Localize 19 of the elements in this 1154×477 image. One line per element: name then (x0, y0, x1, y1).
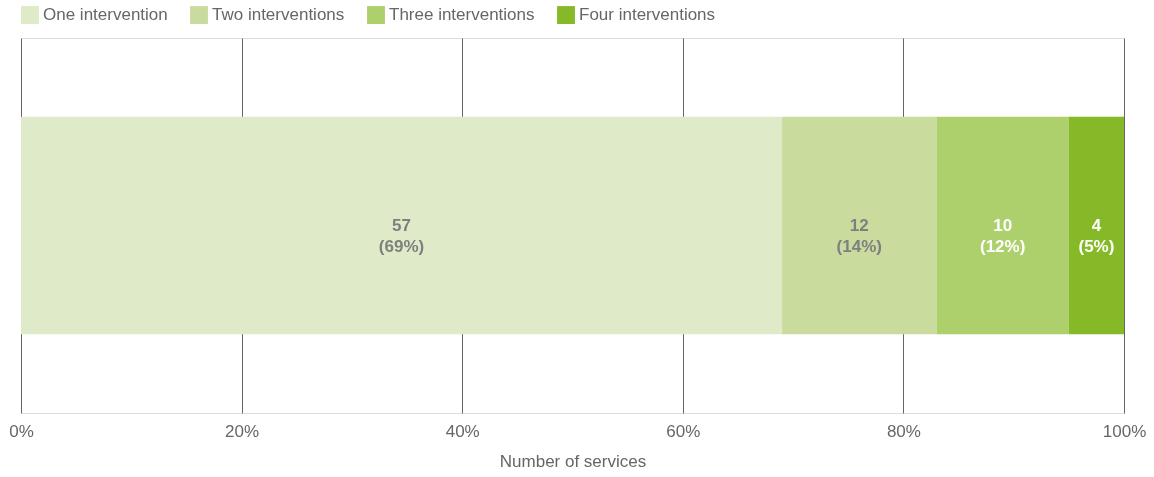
bar (936, 116, 1069, 335)
data-label: 12 (14%) (836, 215, 882, 256)
x-tick-label: 40% (445, 421, 480, 441)
bar (21, 116, 783, 335)
data-label: 57 (69%) (378, 215, 425, 256)
legend-label: Two interventions (212, 5, 345, 25)
x-tick-label: 20% (225, 421, 260, 441)
data-label: 4 (5%) (1078, 215, 1115, 256)
x-tick-label: 0% (9, 421, 34, 441)
legend-label: Three interventions (389, 5, 535, 25)
legend-label: Four interventions (579, 5, 716, 25)
bar (1068, 116, 1124, 335)
data-label: 10 (12%) (979, 215, 1026, 256)
bar (782, 116, 937, 335)
x-tick-label: 60% (666, 421, 701, 441)
x-tick-label: 100% (1102, 421, 1147, 441)
legend-label: One intervention (43, 5, 168, 25)
x-axis-title: Number of services (499, 451, 647, 471)
x-tick-label: 80% (886, 421, 921, 441)
